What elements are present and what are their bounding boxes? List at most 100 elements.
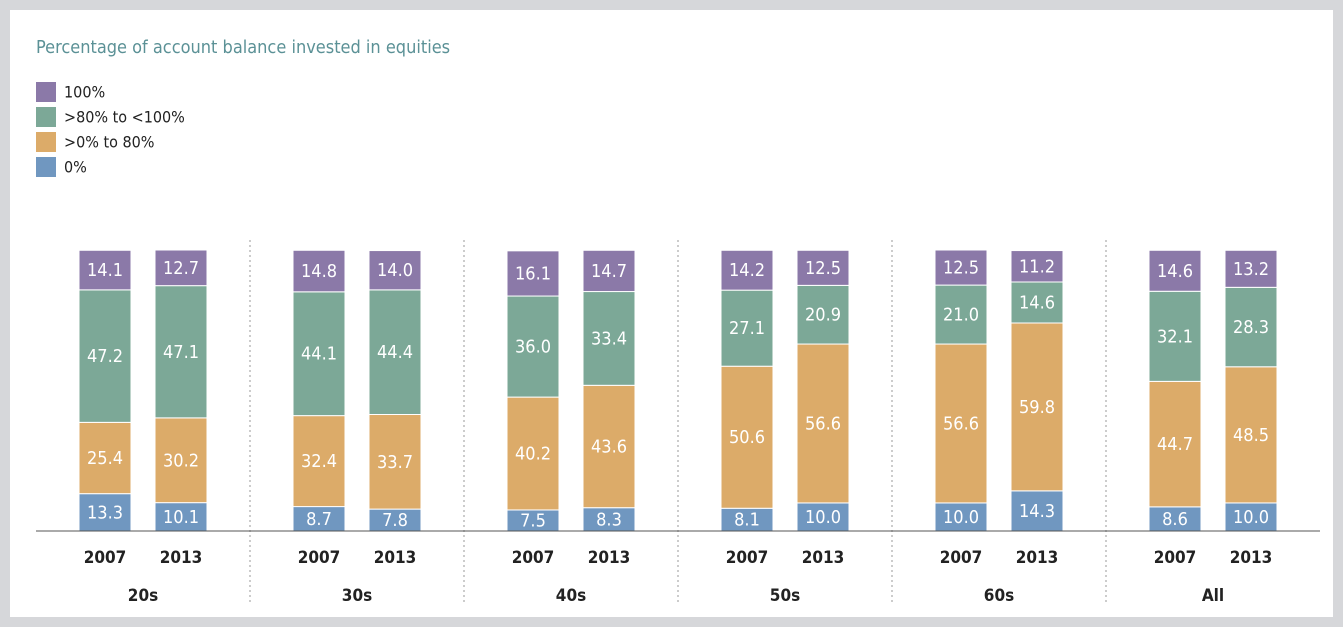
data-label: 12.5: [805, 258, 841, 279]
data-label: 33.4: [591, 328, 627, 349]
bar-segment: [154, 249, 208, 287]
bar-segment: [78, 249, 132, 291]
data-label: 7.5: [520, 510, 546, 531]
data-label: 10.0: [943, 507, 979, 528]
x-tick-label: 2013: [160, 548, 203, 568]
bar-segment: [720, 289, 774, 367]
data-label: 47.2: [87, 346, 123, 367]
bar-segment: [582, 291, 636, 386]
legend-swatch: [36, 82, 56, 102]
data-label: 25.4: [87, 448, 123, 469]
data-label: 32.4: [301, 451, 337, 472]
legend-swatch: [36, 157, 56, 177]
data-label: 14.2: [729, 260, 765, 281]
legend-swatch: [36, 107, 56, 127]
data-label: 13.3: [87, 502, 123, 523]
group-label: 60s: [984, 586, 1014, 606]
bar-segment: [78, 421, 132, 495]
x-tick-label: 2013: [802, 548, 845, 568]
data-label: 10.1: [163, 507, 199, 528]
bar-segment: [796, 502, 850, 532]
group-label: 50s: [770, 586, 800, 606]
data-label: 14.8: [301, 261, 337, 282]
data-label: 50.6: [729, 427, 765, 448]
data-label: 14.6: [1157, 261, 1193, 282]
legend-label: >0% to 80%: [64, 133, 154, 152]
x-tick-label: 2007: [512, 548, 555, 568]
bar-segment: [368, 250, 422, 291]
data-label: 12.5: [943, 258, 979, 279]
bar-segment: [292, 249, 346, 293]
data-label: 14.6: [1019, 292, 1055, 313]
data-label: 11.2: [1019, 256, 1055, 277]
data-label: 8.7: [306, 509, 332, 530]
bar-segment: [1148, 249, 1202, 292]
data-label: 56.6: [943, 413, 979, 434]
x-tick-label: 2007: [298, 548, 341, 568]
bar-segment: [506, 295, 560, 398]
bar-segment: [1224, 502, 1278, 532]
data-label: 14.3: [1019, 501, 1055, 522]
bar-segment: [796, 343, 850, 504]
data-label: 36.0: [515, 337, 551, 358]
x-tick-label: 2013: [374, 548, 417, 568]
data-label: 47.1: [163, 342, 199, 363]
bar-segment: [368, 289, 422, 416]
bar-segment: [154, 285, 208, 419]
data-label: 44.1: [301, 344, 337, 365]
bar-segment: [720, 365, 774, 509]
data-label: 28.3: [1233, 317, 1269, 338]
data-label: 48.5: [1233, 425, 1269, 446]
x-tick-label: 2007: [1154, 548, 1197, 568]
bar-segment: [1010, 322, 1064, 492]
bar-segment: [292, 291, 346, 417]
group-label: 20s: [128, 586, 158, 606]
data-label: 16.1: [515, 263, 551, 284]
x-tick-label: 2013: [1016, 548, 1059, 568]
data-label: 56.6: [805, 413, 841, 434]
data-label: 10.0: [1233, 507, 1269, 528]
data-label: 8.1: [734, 510, 760, 531]
group-label: 40s: [556, 586, 586, 606]
bar-segment: [934, 284, 988, 345]
data-label: 43.6: [591, 437, 627, 458]
data-label: 8.6: [1162, 509, 1188, 530]
data-label: 59.8: [1019, 397, 1055, 418]
x-tick-label: 2007: [940, 548, 983, 568]
bar-segment: [506, 250, 560, 297]
data-label: 33.7: [377, 452, 413, 473]
bar-segment: [1148, 290, 1202, 382]
data-label: 14.1: [87, 260, 123, 281]
data-label: 14.0: [377, 260, 413, 281]
data-label: 32.1: [1157, 326, 1193, 347]
bar-segment: [582, 249, 636, 293]
chart-title: Percentage of account balance invested i…: [36, 37, 450, 58]
bar-segment: [1148, 380, 1202, 508]
x-tick-label: 2013: [1230, 548, 1273, 568]
bar-segment: [1224, 366, 1278, 504]
data-label: 7.8: [382, 510, 408, 531]
bar-segment: [934, 343, 988, 504]
data-label: 8.3: [596, 509, 622, 530]
data-label: 10.0: [805, 507, 841, 528]
bar-segment: [368, 414, 422, 510]
legend-label: 0%: [64, 158, 87, 177]
bar-segment: [1148, 506, 1202, 532]
group-label: 30s: [342, 586, 372, 606]
x-tick-label: 2007: [84, 548, 127, 568]
legend-swatch: [36, 132, 56, 152]
bar-segment: [292, 415, 346, 508]
data-label: 13.2: [1233, 259, 1269, 280]
legend-label: >80% to <100%: [64, 108, 185, 127]
bar-segment: [1224, 249, 1278, 288]
bar-segment: [934, 249, 988, 286]
bar-segment: [1010, 250, 1064, 283]
x-tick-label: 2007: [726, 548, 769, 568]
bar-segment: [154, 417, 208, 504]
bar-segment: [1224, 286, 1278, 368]
data-label: 44.4: [377, 342, 413, 363]
bar-segment: [506, 396, 560, 511]
data-label: 40.2: [515, 444, 551, 465]
data-label: 30.2: [163, 450, 199, 471]
